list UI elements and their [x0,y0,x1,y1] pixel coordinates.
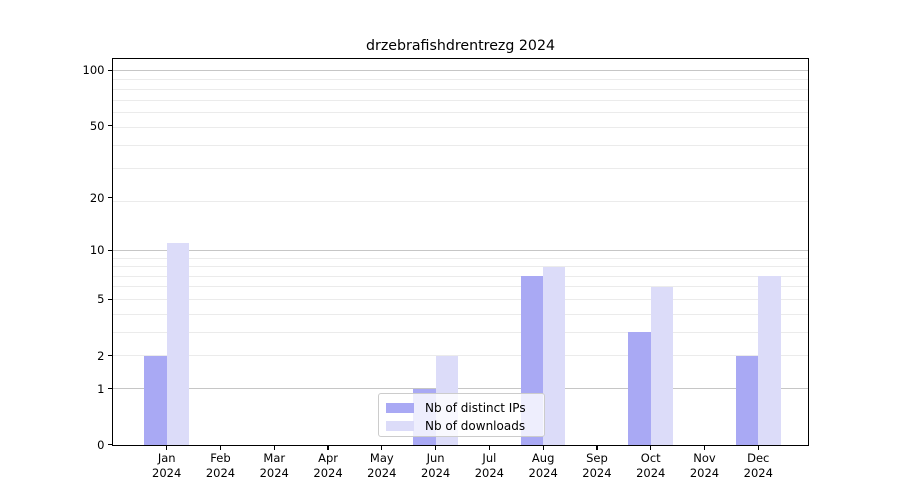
gridline-minor [112,79,809,81]
y-tick-label-5: 5 [97,292,105,307]
x-tick-label-feb: Feb 2024 [205,451,236,480]
legend-item-distinct-ips: Nb of distinct IPs [386,399,537,416]
x-tick-label-jun: Jun 2024 [420,451,451,480]
x-tick-label-apr: Apr 2024 [313,451,343,480]
gridline-minor [112,275,809,277]
x-tick-oct [650,445,652,450]
x-tick-feb [219,445,222,450]
y-tick-2 [107,355,112,357]
legend: Nb of distinct IPs Nb of downloads [378,393,545,437]
y-tick-1 [107,388,112,390]
y-tick-50 [107,125,112,127]
gridline-minor [112,144,809,146]
y-tick-label-20: 20 [89,190,105,205]
gridline-minor [112,257,809,259]
y-tick-5 [107,298,112,301]
x-tick-may [381,445,383,450]
bar-nb-of-distinct-ips-dec-2024 [735,355,759,445]
gridline-minor [112,266,809,268]
y-tick-label-1: 1 [97,381,105,396]
x-tick-jan [166,445,168,450]
y-tick-label-0: 0 [97,437,105,452]
gridline-minor [112,286,809,288]
x-tick-sep [596,445,598,450]
y-tick-0 [107,444,112,446]
x-tick-label-aug: Aug 2024 [528,451,558,480]
x-tick-label-oct: Oct 2024 [636,451,666,480]
bar-nb-of-downloads-aug-2024 [543,266,566,445]
bar-nb-of-distinct-ips-jan-2024 [144,355,167,445]
x-tick-apr [327,445,329,450]
bar-nb-of-downloads-jan-2024 [166,243,189,445]
legend-swatch-distinct-ips [386,402,414,413]
x-tick-jun [435,445,437,450]
y-tick-20 [107,197,112,199]
legend-label-downloads: Nb of downloads [425,418,526,433]
gridline-minor [112,331,809,333]
gridline-minor [112,126,809,128]
y-tick-10 [107,249,112,251]
bar-nb-of-downloads-oct-2024 [650,286,674,445]
bar-nb-of-downloads-dec-2024 [758,276,781,445]
y-tick-label-2: 2 [97,348,105,363]
chart-title: drzebrafishdrentrezg 2024 [366,38,555,54]
gridline-minor [112,88,809,90]
x-tick-mar [273,445,275,450]
x-tick-label-dec: Dec 2024 [743,451,773,480]
legend-item-downloads: Nb of downloads [386,417,537,434]
x-tick-label-jan: Jan 2024 [152,451,182,480]
gridline-major [112,69,809,71]
legend-swatch-downloads [386,420,414,431]
gridline-minor [112,355,809,357]
y-tick-100 [107,69,112,71]
gridline-minor [112,99,809,101]
legend-label-distinct-ips: Nb of distinct IPs [425,400,526,415]
x-tick-label-jul: Jul 2024 [474,451,505,480]
x-tick-dec [757,445,759,450]
bar-nb-of-distinct-ips-oct-2024 [628,332,651,445]
x-tick-label-sep: Sep 2024 [582,451,612,480]
y-tick-label-50: 50 [89,118,105,133]
x-tick-nov [703,445,706,450]
gridline-minor [112,201,809,203]
x-tick-label-mar: Mar 2024 [259,451,289,480]
gridline-minor [112,168,809,170]
gridline-major [112,388,809,390]
x-tick-label-may: May 2024 [367,451,397,480]
x-tick-label-nov: Nov 2024 [689,451,720,480]
gridline-minor [112,112,809,114]
x-tick-aug [542,445,544,450]
y-tick-label-10: 10 [89,243,105,258]
gridline-major [112,249,809,251]
x-tick-jul [488,445,490,450]
gridline-minor [112,298,809,300]
y-tick-label-100: 100 [82,63,105,78]
gridline-minor [112,313,809,315]
